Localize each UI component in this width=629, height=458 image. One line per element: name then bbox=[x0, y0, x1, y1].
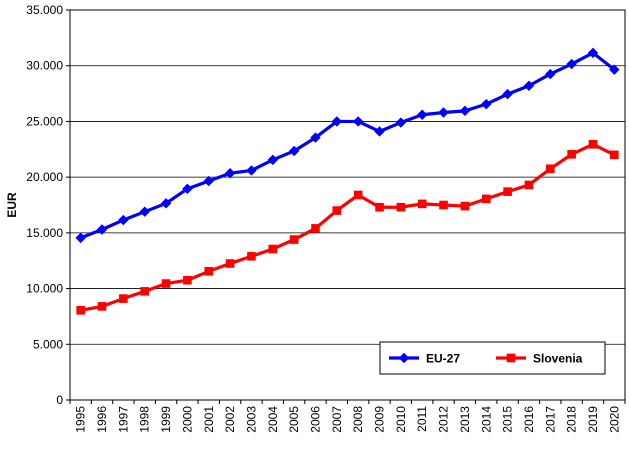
data-point-eu-27 bbox=[139, 206, 150, 217]
x-tick-label: 2016 bbox=[522, 406, 536, 433]
data-point-slovenia bbox=[268, 244, 278, 254]
x-tick-label: 2001 bbox=[202, 406, 216, 433]
y-tick-label: 15.000 bbox=[26, 226, 63, 240]
data-point-eu-27 bbox=[523, 80, 535, 91]
series-eu-27 bbox=[75, 47, 620, 244]
data-point-slovenia bbox=[140, 287, 150, 296]
data-point-eu-27 bbox=[118, 214, 129, 226]
x-tick-label: 1995 bbox=[74, 406, 88, 433]
data-point-slovenia bbox=[119, 294, 128, 303]
x-tick-label: 2013 bbox=[458, 406, 472, 433]
x-tick-label: 2011 bbox=[415, 406, 429, 432]
y-tick-label: 35.000 bbox=[26, 3, 63, 17]
data-point-slovenia bbox=[503, 187, 512, 196]
data-point-eu-27 bbox=[502, 88, 513, 100]
x-tick-label: 2019 bbox=[586, 406, 600, 433]
y-axis-label: EUR bbox=[5, 192, 19, 218]
data-point-slovenia bbox=[161, 279, 171, 288]
data-point-eu-27 bbox=[587, 47, 599, 59]
x-tick-label: 2003 bbox=[244, 406, 258, 433]
data-point-slovenia bbox=[567, 150, 576, 159]
x-tick-label: 2014 bbox=[479, 406, 493, 433]
x-tick-label: 2018 bbox=[565, 406, 579, 433]
data-point-slovenia bbox=[524, 180, 534, 190]
data-point-eu-27 bbox=[395, 117, 407, 128]
data-point-slovenia bbox=[481, 194, 491, 204]
data-point-slovenia bbox=[311, 224, 320, 233]
x-tick-label: 2005 bbox=[287, 406, 301, 433]
data-point-slovenia bbox=[247, 251, 256, 261]
y-tick-label: 5.000 bbox=[33, 337, 63, 351]
data-point-slovenia bbox=[460, 201, 470, 211]
data-point-eu-27 bbox=[224, 168, 236, 179]
data-point-eu-27 bbox=[566, 58, 577, 70]
data-point-slovenia bbox=[375, 202, 384, 212]
x-tick-label: 2015 bbox=[501, 406, 515, 433]
x-tick-label: 1998 bbox=[138, 406, 152, 433]
legend-marker-slovenia bbox=[506, 353, 516, 363]
series-slovenia bbox=[76, 139, 619, 315]
data-point-eu-27 bbox=[545, 68, 556, 80]
x-tick-label: 2007 bbox=[330, 406, 344, 433]
x-tick-label: 2020 bbox=[607, 406, 621, 433]
data-point-eu-27 bbox=[459, 105, 471, 117]
data-point-eu-27 bbox=[374, 126, 385, 137]
data-point-slovenia bbox=[396, 202, 406, 212]
y-axis-tick-labels: 0 5.000 10.000 15.000 20.000 25.000 30.000 35.0… bbox=[26, 3, 63, 407]
y-tick-label: 10.000 bbox=[26, 282, 63, 296]
x-tick-label: 2017 bbox=[543, 406, 557, 433]
data-point-eu-27 bbox=[246, 165, 257, 176]
data-point-eu-27 bbox=[417, 109, 428, 120]
legend: EU-27 Slovenia bbox=[379, 341, 606, 375]
x-tick-label: 2004 bbox=[266, 406, 280, 433]
data-point-eu-27 bbox=[160, 198, 172, 209]
y-tick-label: 30.000 bbox=[26, 59, 63, 73]
y-tick-label: 25.000 bbox=[26, 114, 63, 128]
y-tick-label: 20.000 bbox=[26, 170, 63, 184]
x-tick-label: 2009 bbox=[373, 406, 387, 433]
data-point-slovenia bbox=[588, 139, 598, 149]
data-point-slovenia bbox=[417, 199, 427, 209]
data-point-slovenia bbox=[545, 164, 555, 174]
data-point-slovenia bbox=[183, 275, 192, 285]
x-tick-label: 1999 bbox=[159, 406, 173, 433]
data-point-eu-27 bbox=[352, 116, 364, 127]
x-tick-label: 2006 bbox=[308, 406, 322, 433]
legend-label-slovenia: Slovenia bbox=[533, 352, 583, 366]
x-tick-label: 1997 bbox=[116, 406, 130, 433]
data-point-eu-27 bbox=[288, 145, 300, 157]
series-layer bbox=[75, 47, 620, 315]
data-point-eu-27 bbox=[438, 107, 449, 118]
legend-marker-eu-27 bbox=[398, 352, 410, 364]
data-point-slovenia bbox=[332, 206, 342, 215]
data-point-slovenia bbox=[76, 306, 85, 315]
x-tick-label: 2002 bbox=[223, 406, 237, 433]
data-point-eu-27 bbox=[331, 116, 343, 127]
data-point-slovenia bbox=[439, 200, 448, 210]
data-point-slovenia bbox=[204, 267, 214, 276]
data-point-slovenia bbox=[225, 259, 235, 268]
x-tick-label: 2008 bbox=[351, 406, 365, 433]
x-tick-label: 2012 bbox=[437, 406, 451, 433]
data-point-slovenia bbox=[610, 150, 619, 160]
data-point-eu-27 bbox=[310, 132, 321, 143]
y-tick-label: 0 bbox=[56, 393, 63, 407]
x-tick-label: 2000 bbox=[180, 406, 194, 433]
data-point-eu-27 bbox=[203, 175, 214, 187]
data-point-eu-27 bbox=[182, 183, 193, 195]
data-point-eu-27 bbox=[481, 98, 492, 110]
data-point-eu-27 bbox=[96, 224, 108, 235]
x-tick-label: 1996 bbox=[95, 406, 109, 433]
legend-label-eu-27: EU-27 bbox=[426, 352, 460, 366]
x-axis-tick-labels: 1995 1996 1997 1998 1999 2000 2001 2002 2003 2004… bbox=[74, 406, 622, 433]
data-point-eu-27 bbox=[267, 154, 278, 166]
x-tick-label: 2010 bbox=[394, 406, 408, 433]
data-point-eu-27 bbox=[75, 232, 86, 244]
data-point-eu-27 bbox=[609, 64, 620, 75]
data-point-slovenia bbox=[97, 302, 107, 311]
data-point-slovenia bbox=[289, 235, 299, 244]
data-point-slovenia bbox=[353, 190, 363, 200]
